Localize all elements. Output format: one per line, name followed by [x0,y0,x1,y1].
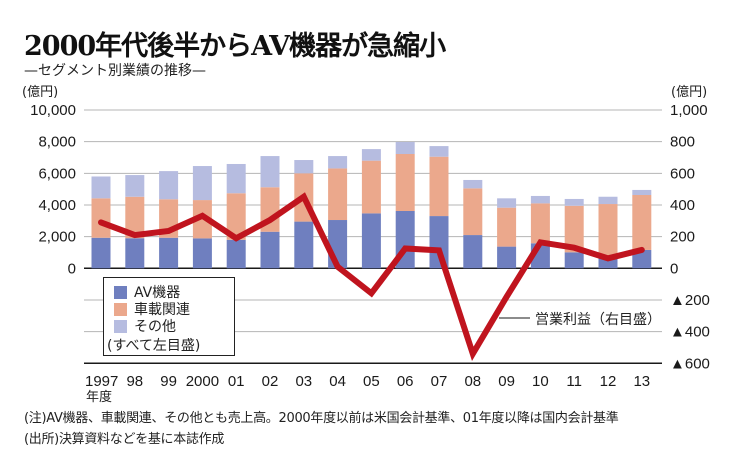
footnote-note: (注)AV機器、車載関連、その他とも売上高。2000年度以前は米国会計基準、01… [24,411,619,426]
left-tick-label: 10,000 [30,102,76,119]
legend-label: 車載関連 [134,302,190,318]
x-tick-label: 03 [295,373,312,390]
bar-av-11 [564,252,584,269]
x-tick-label: 98 [126,373,143,390]
bar-av-07 [429,216,449,269]
bar-other-10 [530,195,550,204]
x-tick-label: 01 [228,373,245,390]
chart-title: 2000年代後半からAV機器が急縮小 [24,31,446,62]
bar-other-11 [564,198,584,206]
left-tick-label: 8,000 [38,134,76,151]
x-tick-label: 99 [160,373,177,390]
bar-av-99 [159,237,179,269]
bar-other-02 [260,156,280,188]
bar-av-2000 [192,238,212,269]
x-tick-label: 13 [633,373,650,390]
bar-automotive-08 [463,188,483,236]
bar-other-06 [395,141,415,155]
bar-other-12 [598,196,618,205]
bar-other-09 [497,198,517,208]
bar-other-07 [429,146,449,157]
bar-automotive-1997 [91,198,111,238]
x-tick-label: 08 [464,373,481,390]
bar-other-08 [463,179,483,189]
bar-other-13 [632,189,652,196]
right-tick-label: ▲600 [670,355,710,372]
bar-av-03 [294,221,314,269]
bar-av-1997 [91,237,111,269]
right-tick-label: 1,000 [670,102,708,119]
left-tick-label: 4,000 [38,197,76,214]
x-tick-label: 05 [363,373,380,390]
bar-other-04 [328,156,348,169]
bar-av-12 [598,256,618,269]
bar-other-1997 [91,176,111,199]
bar-other-2000 [192,166,212,201]
legend-swatch-automotive [114,302,127,316]
left-tick-label: 0 [68,260,76,277]
legend-label: AV機器 [134,285,181,301]
bar-automotive-07 [429,156,449,217]
right-tick-label: 0 [670,260,678,277]
legend-swatch-other [114,319,127,333]
bar-other-05 [361,149,381,161]
footnote-source: (出所)決算資料などを基に本誌作成 [24,432,225,447]
right-tick-label: ▲200 [670,292,710,309]
bar-other-99 [159,171,179,200]
x-axis-unit: 年度 [86,390,113,405]
bar-other-01 [226,163,246,194]
bar-automotive-98 [125,196,145,239]
legend-item-av: AV機器 [114,282,180,302]
chart-subtitle: —セグメント別業績の推移— [24,63,206,79]
x-tick-label: 02 [262,373,279,390]
bar-automotive-13 [632,195,652,250]
legend-item-other: その他 [114,316,176,336]
right-axis-unit: (億円) [671,85,708,100]
x-tick-label: 1997 [85,373,118,390]
bar-av-01 [226,239,246,269]
x-tick-label: 2000 [186,373,219,390]
x-tick-label: 11 [566,373,582,390]
bar-av-09 [497,246,517,269]
x-tick-label: 07 [431,373,448,390]
left-tick-label: 6,000 [38,165,76,182]
right-tick-label: 600 [670,165,695,182]
x-tick-label: 04 [329,373,346,390]
x-tick-label: 09 [498,373,515,390]
legend-label: その他 [134,319,176,335]
bar-automotive-05 [361,160,381,214]
bar-automotive-04 [328,168,348,221]
line-series-label: 営業利益（右目盛） [535,312,661,328]
right-tick-label: 800 [670,134,695,151]
legend-item-automotive: 車載関連 [114,299,190,319]
bar-av-02 [260,231,280,269]
bar-av-98 [125,238,145,269]
bar-other-03 [294,160,314,174]
legend-note: (すべて左目盛) [107,338,201,354]
bar-automotive-12 [598,204,618,257]
bar-other-98 [125,175,145,197]
left-axis-unit: (億円) [22,85,59,100]
x-tick-label: 10 [532,373,549,390]
x-tick-label: 06 [397,373,414,390]
x-tick-label: 12 [600,373,617,390]
left-tick-label: 2,000 [38,229,76,246]
right-tick-label: 400 [670,197,695,214]
bar-automotive-11 [564,205,584,253]
bar-automotive-01 [226,193,246,240]
bar-automotive-09 [497,207,517,247]
legend-swatch-av [114,285,127,299]
bar-av-08 [463,235,483,269]
bar-automotive-10 [530,203,550,244]
legend: AV機器 車載関連 その他 (すべて左目盛) [103,277,235,356]
bar-av-13 [632,249,652,269]
right-tick-label: 200 [670,229,695,246]
right-tick-label: ▲400 [670,324,710,341]
bar-av-05 [361,213,381,269]
bar-automotive-06 [395,154,415,211]
